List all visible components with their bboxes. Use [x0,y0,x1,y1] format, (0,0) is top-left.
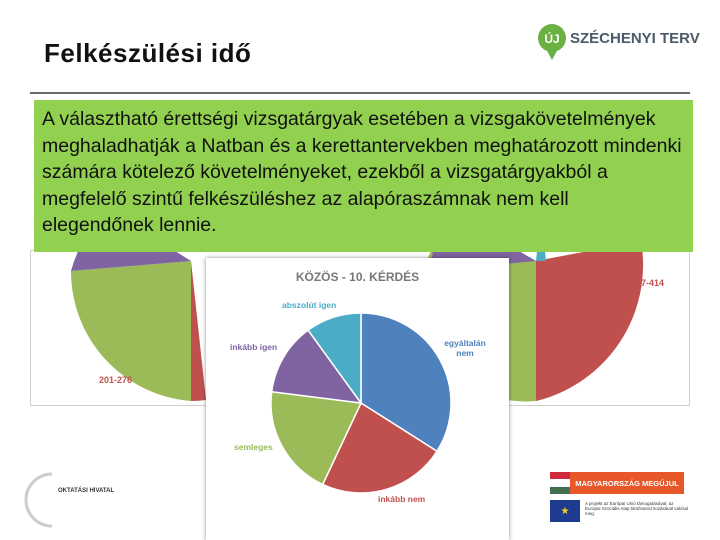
banner-text: MAGYARORSZÁG MEGÚJUL [575,478,679,488]
eu-note: A projekt az Európai Unió támogatásával,… [585,501,689,517]
title-divider [30,92,690,94]
slice-label-absolut-igen: abszolút igen [282,300,337,310]
eu-flag-icon: ★ [550,500,580,522]
background-left-label: 201-276 [99,375,133,385]
pie-slice-2 [270,390,363,486]
pie-slice-4 [307,312,362,406]
slice-label-inkabb-nem: inkább nem [378,494,426,504]
pie-slice-1 [321,401,439,494]
body-text: A választható érettségi vizsgatárgyak es… [42,108,682,237]
logo-badge: ÚJ [544,31,559,46]
background-right-label: 277-414 [631,278,665,288]
hungarian-flag-icon [550,472,570,494]
slice-label-inkabb-igen: inkább igen [230,342,278,352]
chart-title: KÖZÖS - 10. KÉRDÉS [295,270,420,284]
office-logo-icon [24,472,53,528]
front-pie-chart: KÖZÖS - 10. KÉRDÉS abszolút igen inkább … [206,258,509,540]
slice-label-egyaltalan-nem: egyáltalán nem [444,338,486,358]
szechenyi-logo-icon: ÚJ [538,24,566,60]
slice-label-semleges: semleges [234,442,273,452]
pie-slice-3 [270,329,363,404]
pie-chart-svg [270,312,452,494]
logo-text: SZÉCHENYI TERV [570,30,700,47]
office-logo-text: OKTATÁSI HIVATAL [58,488,115,494]
background-pie-left [70,251,206,401]
hungary-banner: MAGYARORSZÁG MEGÚJUL [550,472,684,494]
body-text-box: A választható érettségi vizsgatárgyak es… [34,100,693,252]
slide-title: Felkészülési idő [44,38,252,68]
